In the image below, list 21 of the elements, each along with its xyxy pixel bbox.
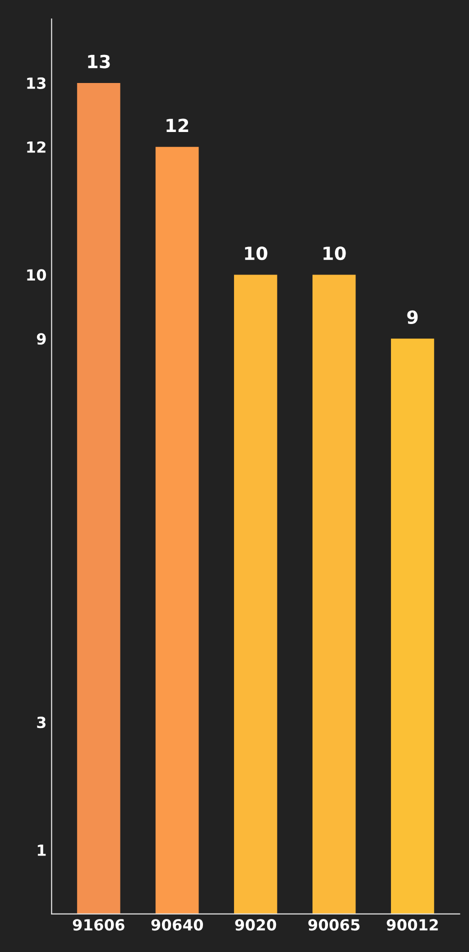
x-tick-label: 91606 [72, 919, 124, 931]
x-tick-label: 90640 [151, 919, 203, 931]
bar [390, 338, 434, 914]
y-tick-label: 1 [38, 844, 46, 856]
y-tick-label: 12 [27, 141, 46, 153]
data-label: 10 [324, 246, 346, 260]
y-tick-label: 10 [27, 269, 46, 281]
data-label: 12 [166, 118, 188, 132]
data-label: 9 [407, 310, 418, 324]
bar [77, 82, 120, 914]
bar [234, 274, 278, 914]
bar [312, 274, 356, 914]
y-tick-label: 3 [37, 716, 46, 728]
data-label: 13 [88, 54, 110, 68]
x-tick-label: 90065 [308, 919, 360, 931]
data-label: 10 [245, 246, 268, 260]
x-tick-label: 9020 [235, 919, 276, 931]
bar [156, 146, 199, 914]
y-tick-label: 13 [27, 77, 46, 89]
x-tick-label: 90012 [386, 919, 438, 931]
y-tick-label: 9 [36, 333, 46, 345]
